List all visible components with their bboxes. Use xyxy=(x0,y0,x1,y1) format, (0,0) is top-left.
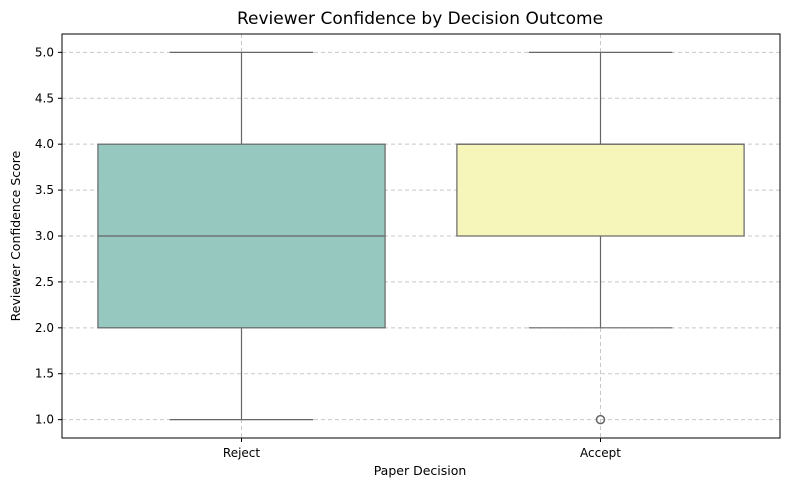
outlier-point xyxy=(595,414,606,425)
y-axis: 1.0 1.5 2.0 2.5 3.0 3.5 4.0 4.5 5.0 xyxy=(35,45,62,427)
iqr-box xyxy=(456,143,745,237)
chart-title: Reviewer Confidence by Decision Outcome xyxy=(237,9,603,29)
y-tick-label: 5.0 xyxy=(35,45,54,59)
x-axis: Reject Accept xyxy=(223,438,621,460)
y-axis-label: Reviewer Confidence Score xyxy=(8,150,23,321)
x-tick-label-reject: Reject xyxy=(223,446,260,460)
y-tick-label: 1.5 xyxy=(35,367,54,381)
y-tick-label: 3.5 xyxy=(35,183,54,197)
x-tick-label-accept: Accept xyxy=(580,446,621,460)
y-tick-label: 1.0 xyxy=(35,413,54,427)
x-axis-label: Paper Decision xyxy=(374,463,467,478)
y-tick-label: 4.0 xyxy=(35,137,54,151)
box-reject xyxy=(97,51,386,421)
box-accept xyxy=(456,51,745,425)
y-tick-label: 2.0 xyxy=(35,321,54,335)
y-tick-label: 3.0 xyxy=(35,229,54,243)
y-tick-label: 2.5 xyxy=(35,275,54,289)
box-layer xyxy=(97,51,745,425)
y-tick-label: 4.5 xyxy=(35,91,54,105)
